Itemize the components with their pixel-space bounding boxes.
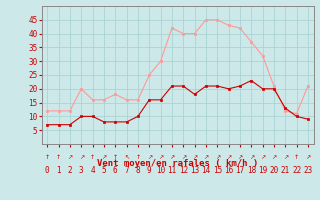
Text: ↑: ↑ <box>294 155 299 160</box>
Text: ↗: ↗ <box>192 155 197 160</box>
Text: ↗: ↗ <box>203 155 209 160</box>
Text: ↑: ↑ <box>45 155 50 160</box>
Text: 2: 2 <box>68 166 72 175</box>
Text: 7: 7 <box>124 166 129 175</box>
Text: 15: 15 <box>213 166 222 175</box>
Text: 19: 19 <box>258 166 267 175</box>
Text: 1: 1 <box>56 166 61 175</box>
Text: ↗: ↗ <box>283 155 288 160</box>
Text: 12: 12 <box>179 166 188 175</box>
Text: 8: 8 <box>136 166 140 175</box>
Text: ↗: ↗ <box>169 155 174 160</box>
Text: 3: 3 <box>79 166 84 175</box>
Text: 20: 20 <box>269 166 278 175</box>
Text: 23: 23 <box>303 166 313 175</box>
Text: ↗: ↗ <box>158 155 163 160</box>
Text: 5: 5 <box>102 166 106 175</box>
Text: 6: 6 <box>113 166 117 175</box>
Text: ↖: ↖ <box>124 155 129 160</box>
Text: ↑: ↑ <box>56 155 61 160</box>
Text: ↑: ↑ <box>90 155 95 160</box>
Text: 21: 21 <box>281 166 290 175</box>
Text: ↗: ↗ <box>237 155 243 160</box>
Text: ↗: ↗ <box>260 155 265 160</box>
Text: 13: 13 <box>190 166 199 175</box>
Text: ↗: ↗ <box>101 155 107 160</box>
Text: 11: 11 <box>167 166 177 175</box>
Text: 10: 10 <box>156 166 165 175</box>
Text: 14: 14 <box>201 166 211 175</box>
Text: 4: 4 <box>90 166 95 175</box>
Text: ↗: ↗ <box>271 155 276 160</box>
X-axis label: Vent moyen/en rafales ( km/h ): Vent moyen/en rafales ( km/h ) <box>97 159 258 168</box>
Text: ↗: ↗ <box>181 155 186 160</box>
Text: ↗: ↗ <box>215 155 220 160</box>
Text: 18: 18 <box>247 166 256 175</box>
Text: ↗: ↗ <box>249 155 254 160</box>
Text: ↑: ↑ <box>135 155 140 160</box>
Text: ↗: ↗ <box>147 155 152 160</box>
Text: 22: 22 <box>292 166 301 175</box>
Text: 16: 16 <box>224 166 233 175</box>
Text: ↗: ↗ <box>67 155 73 160</box>
Text: ↑: ↑ <box>113 155 118 160</box>
Text: ↗: ↗ <box>79 155 84 160</box>
Text: ↗: ↗ <box>226 155 231 160</box>
Text: 17: 17 <box>235 166 244 175</box>
Text: 0: 0 <box>45 166 50 175</box>
Text: 9: 9 <box>147 166 152 175</box>
Text: ↗: ↗ <box>305 155 310 160</box>
